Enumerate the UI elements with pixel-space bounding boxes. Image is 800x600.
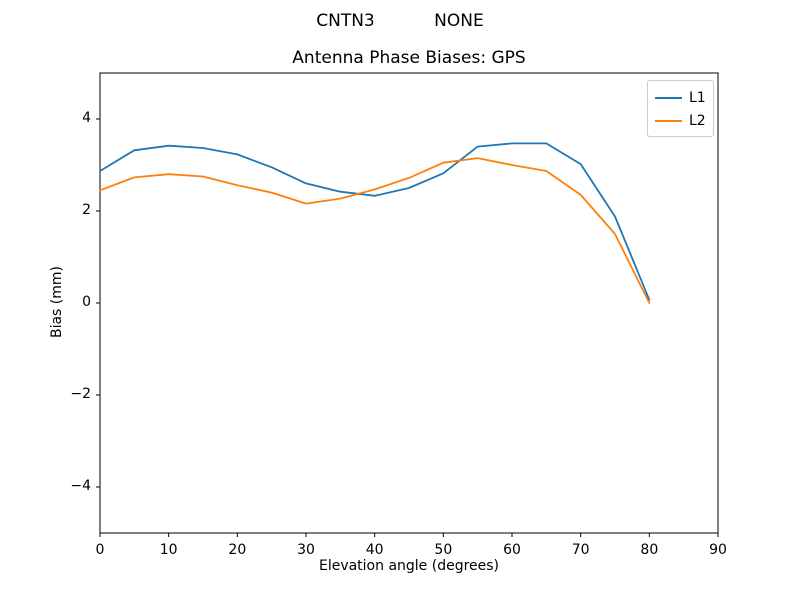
series-line-L1 — [99, 142, 651, 301]
x-tick-label: 20 — [228, 542, 247, 558]
y-tick-label: 2 — [82, 202, 91, 218]
x-tick-label: 60 — [503, 542, 521, 558]
legend: L1 L2 — [647, 80, 714, 137]
legend-entry: L2 — [655, 111, 713, 131]
legend-entry: L1 — [655, 88, 713, 108]
axes-spines — [99, 72, 719, 534]
y-tick-label: 4 — [82, 110, 91, 126]
x-tick-label: 30 — [297, 542, 315, 558]
axes-title: Antenna Phase Biases: GPS — [292, 48, 526, 68]
legend-label: L2 — [689, 113, 706, 129]
legend-label: L1 — [689, 90, 706, 106]
x-tick-label: 10 — [159, 542, 178, 558]
legend-line-swatch — [655, 120, 682, 122]
x-tick-label: 50 — [434, 542, 453, 558]
y-tick-label: −2 — [70, 386, 91, 402]
x-tick-label: 70 — [571, 542, 590, 558]
x-tick-label: 90 — [709, 542, 727, 558]
x-tick-label: 80 — [640, 542, 659, 558]
figure-suptitle: CNTN3 NONE — [316, 11, 484, 31]
y-tick-label: −4 — [70, 478, 91, 494]
y-tick-label: 0 — [82, 294, 91, 310]
x-axis-label: Elevation angle (degrees) — [318, 558, 500, 574]
legend-line-swatch — [655, 97, 682, 99]
x-tick-label: 40 — [365, 542, 384, 558]
x-tick-label: 0 — [95, 542, 105, 558]
series-line-L2 — [99, 157, 651, 304]
